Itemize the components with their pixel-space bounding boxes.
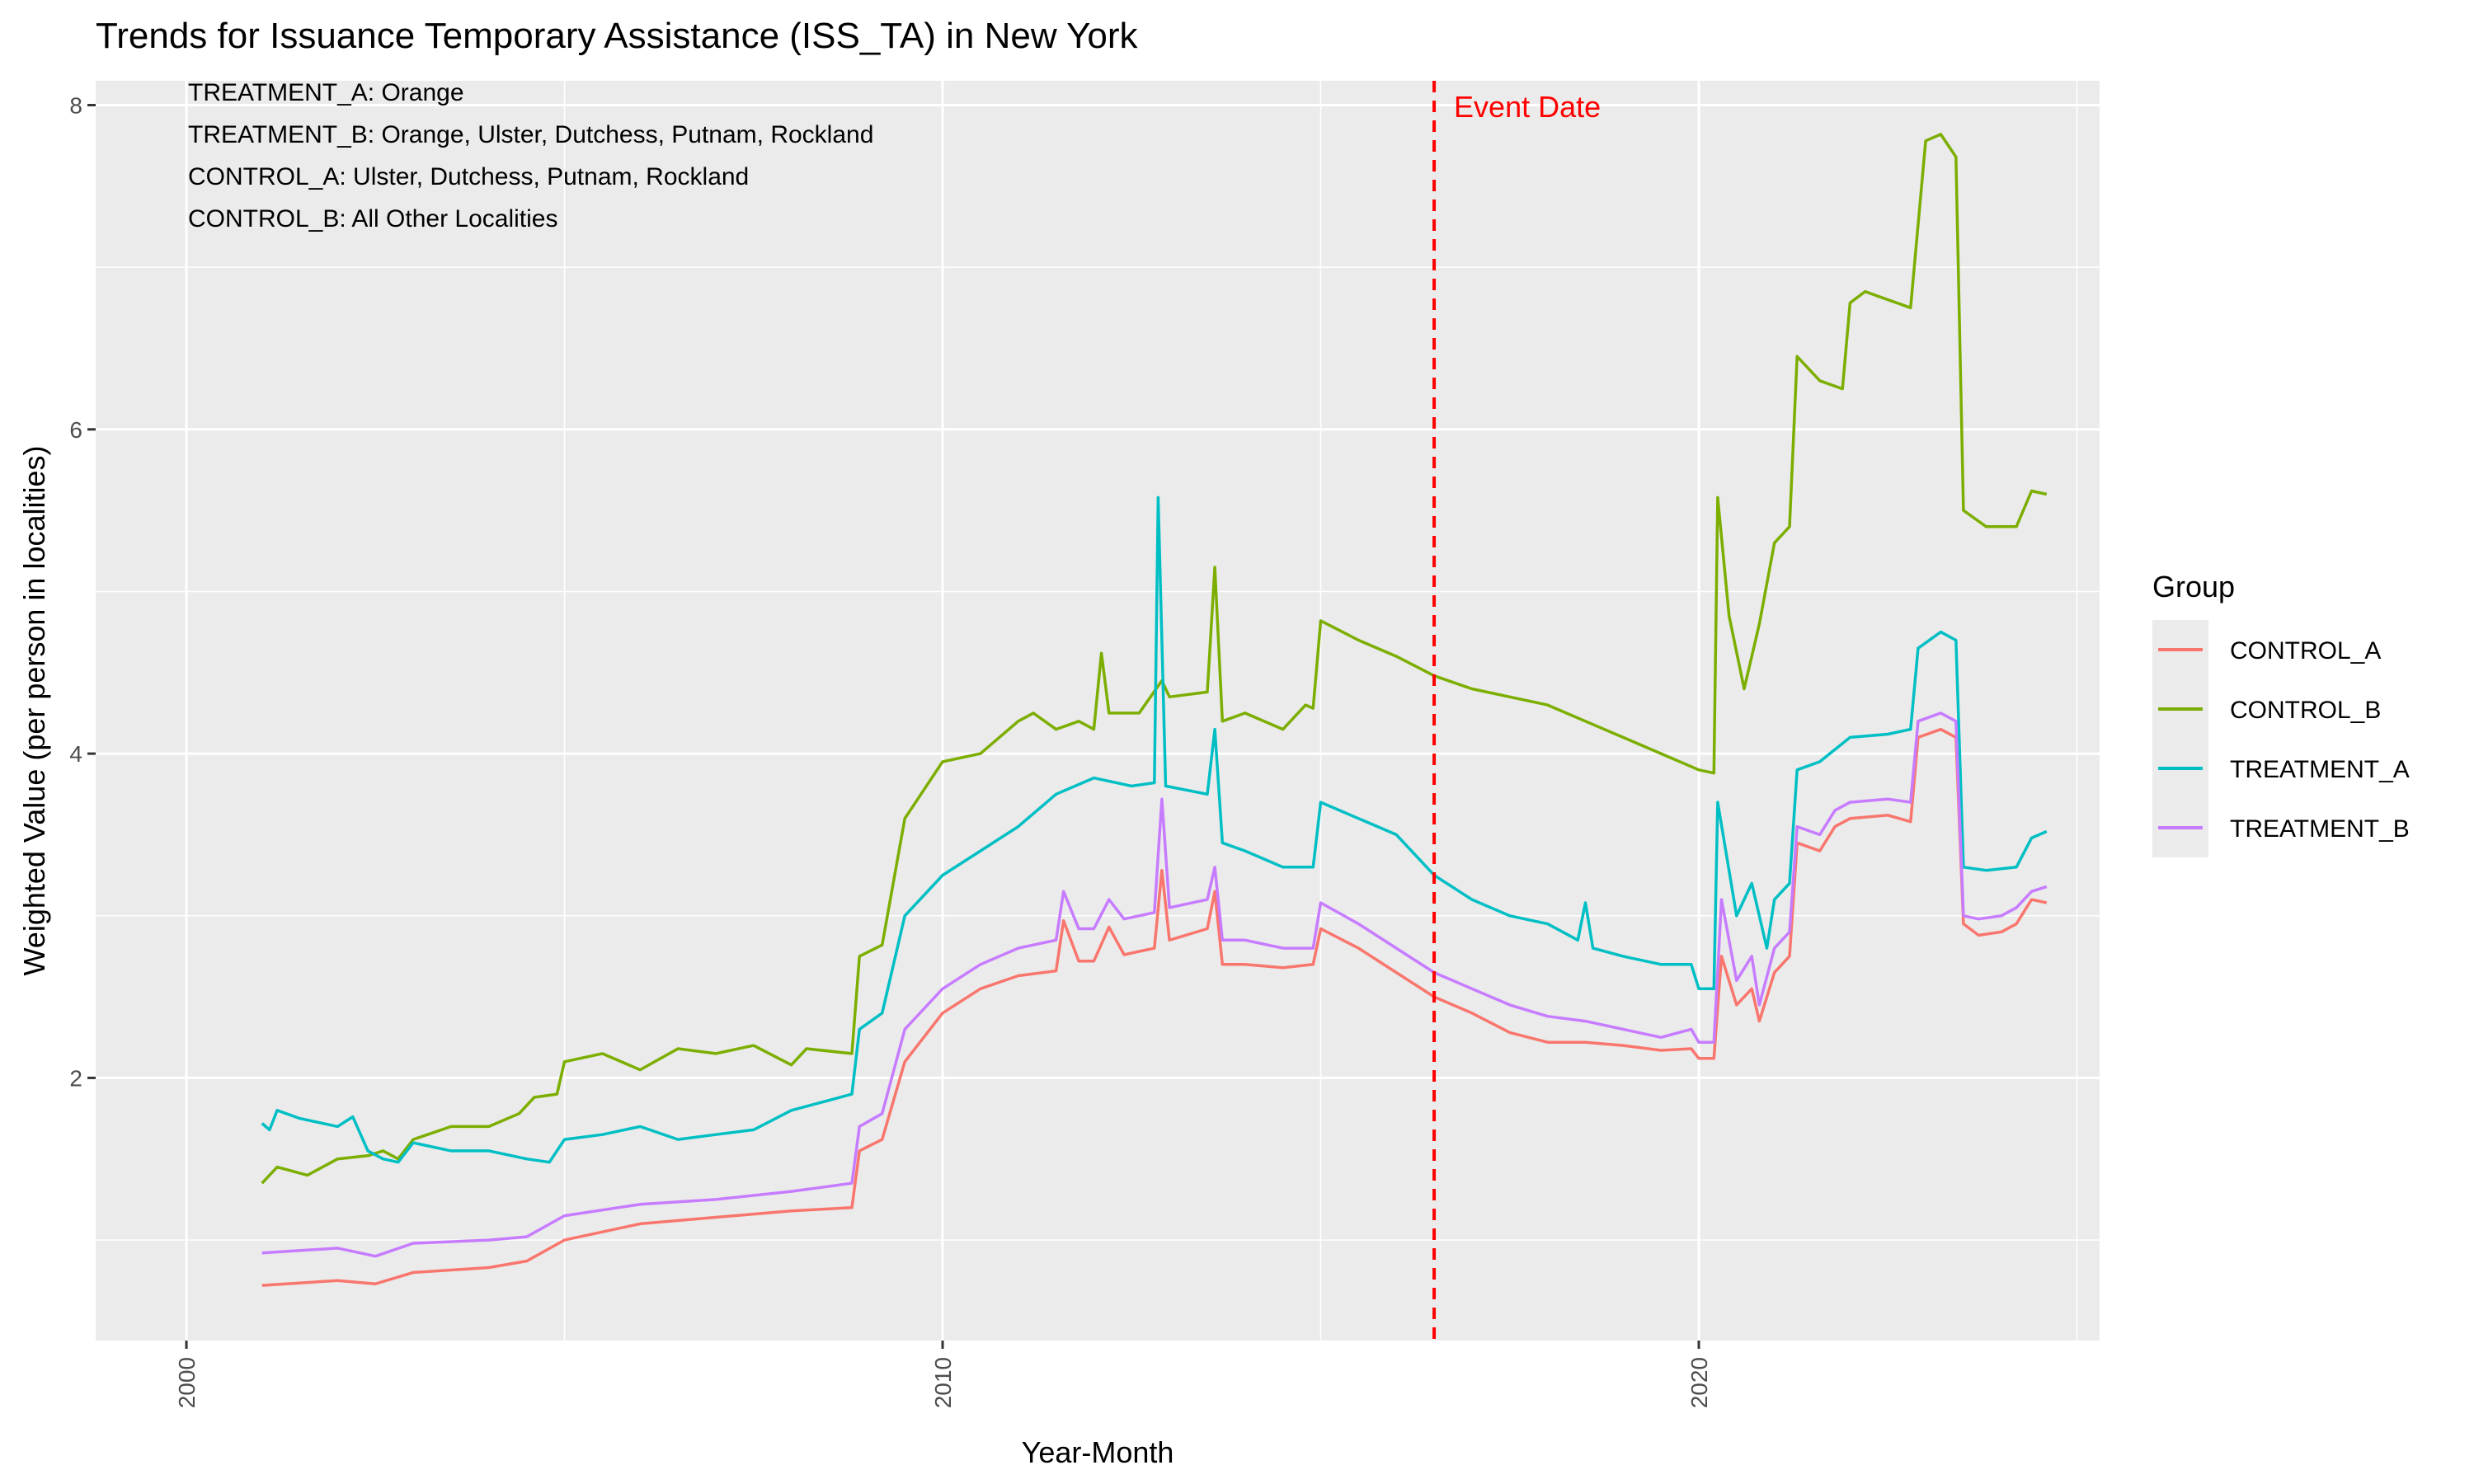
note-treatment-b: TREATMENT_B: Orange, Ulster, Dutchess, P… <box>188 121 873 148</box>
note-treatment-a: TREATMENT_A: Orange <box>188 79 464 106</box>
legend-label-control-a: CONTROL_A <box>2230 637 2381 665</box>
series-line-control-b <box>261 133 2048 1185</box>
x-axis-title: Year-Month <box>1022 1435 1174 1469</box>
y-axis: 2 4 6 8 <box>69 92 96 1091</box>
note-control-b: CONTROL_B: All Other Localities <box>188 205 558 232</box>
legend: Group CONTROL_A CONTROL_B TREATMENT_A TREAT… <box>2152 570 2410 857</box>
grid-minor <box>96 81 2100 1341</box>
chart-title: Trends for Issuance Temporary Assistance… <box>96 16 1138 56</box>
series-layer <box>261 133 2048 1287</box>
series-line-control-a <box>261 727 2048 1287</box>
legend-label-control-b: CONTROL_B <box>2230 697 2381 724</box>
annotation-notes: TREATMENT_A: Orange TREATMENT_B: Orange,… <box>188 79 873 232</box>
x-tick-label: 2020 <box>1686 1357 1712 1408</box>
y-tick-label: 6 <box>69 417 82 443</box>
legend-items: CONTROL_A CONTROL_B TREATMENT_A TREATMENT_B <box>2152 620 2410 857</box>
series-line-treatment-b <box>261 711 2048 1258</box>
grid-major <box>96 81 2100 1341</box>
plot-panel <box>96 81 2100 1341</box>
x-tick-label: 2010 <box>930 1357 956 1408</box>
x-tick-label: 2000 <box>174 1357 200 1408</box>
y-tick-label: 4 <box>69 741 82 767</box>
x-axis: 2000 2010 2020 <box>174 1341 1712 1408</box>
y-tick-label: 2 <box>69 1065 82 1091</box>
legend-title: Group <box>2152 570 2235 603</box>
event-date-label: Event Date <box>1454 90 1601 124</box>
legend-label-treatment-b: TREATMENT_B <box>2230 815 2410 843</box>
note-control-a: CONTROL_A: Ulster, Dutchess, Putnam, Roc… <box>188 163 749 190</box>
series-line-treatment-a <box>261 495 2048 1164</box>
y-axis-title: Weighted Value (per person in localities… <box>17 445 51 975</box>
legend-label-treatment-a: TREATMENT_A <box>2230 756 2410 783</box>
y-tick-label: 8 <box>69 92 82 118</box>
